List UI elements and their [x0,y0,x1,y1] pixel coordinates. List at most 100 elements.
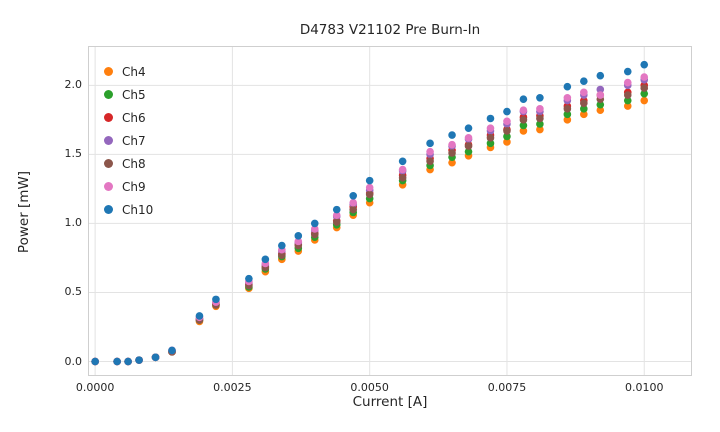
legend: Ch4 Ch5 Ch6 Ch7 Ch8 Ch9 Ch10 [104,60,153,221]
data-point-ch10 [519,95,528,103]
legend-label: Ch6 [122,110,146,125]
data-point-ch8 [503,127,511,135]
data-point-ch10 [212,295,220,304]
legend-item-ch9: Ch9 [104,175,153,198]
legend-marker-icon [104,205,113,214]
data-point-ch9 [503,117,511,126]
legend-item-ch5: Ch5 [104,83,153,106]
data-point-ch10 [580,77,588,86]
data-point-ch4 [640,96,649,105]
data-point-ch9 [332,211,341,219]
data-point-ch10 [464,124,473,132]
data-point-ch5 [596,100,605,109]
legend-item-ch10: Ch10 [104,198,153,221]
data-point-ch10 [135,356,143,364]
data-point-ch10 [261,255,270,264]
x-tick-label: 0.0025 [213,381,252,394]
legend-label: Ch10 [122,202,154,217]
legend-marker-icon [104,136,113,145]
data-point-ch10 [332,205,341,214]
legend-item-ch4: Ch4 [104,60,153,83]
x-tick-label: 0.0075 [487,381,527,394]
legend-label: Ch8 [122,156,146,171]
data-point-ch8 [563,105,572,113]
data-point-ch10 [398,157,407,166]
data-point-ch10 [124,357,132,366]
y-tick-label: 0.0 [64,354,83,368]
data-point-ch4 [580,110,588,119]
plot-area [88,46,692,376]
data-point-ch10 [426,139,434,148]
data-point-ch4 [563,116,572,124]
data-point-ch5 [464,147,473,156]
data-point-ch10 [195,312,204,320]
legend-marker-icon [104,67,113,76]
x-axis-label: Current [A] [352,394,428,410]
legend-label: Ch5 [122,87,146,102]
data-point-ch10 [623,67,632,76]
data-point-ch9 [640,73,649,81]
data-point-ch9 [563,93,572,102]
data-point-ch5 [503,132,511,141]
data-point-ch10 [349,192,358,200]
data-point-ch8 [426,157,434,166]
data-point-ch9 [294,237,303,246]
data-point-ch8 [519,116,528,124]
data-point-ch10 [596,71,605,80]
data-point-ch4 [503,138,511,146]
data-point-ch10 [113,357,121,366]
data-point-ch5 [563,110,572,119]
data-point-ch4 [448,158,456,167]
data-point-ch9 [623,78,632,87]
data-point-ch10 [278,241,286,250]
data-point-ch10 [563,82,572,91]
data-point-ch10 [245,274,253,283]
legend-item-ch8: Ch8 [104,152,153,175]
data-point-ch8 [332,218,341,226]
data-point-ch10 [294,232,303,240]
y-tick-label: 2.0 [64,78,83,92]
x-tick-label: 0.0100 [624,381,664,394]
data-point-ch8 [278,251,286,259]
data-point-ch9 [398,165,407,174]
data-point-ch5 [580,105,588,113]
plot-border [88,46,692,376]
data-point-ch5 [536,120,544,128]
data-point-ch8 [365,190,374,199]
data-point-ch9 [486,124,495,132]
data-point-ch10 [536,93,544,102]
y-tick-label: 1.0 [64,216,83,230]
x-tick-label: 0.0050 [350,381,389,394]
data-point-ch8 [349,205,358,214]
data-point-ch10 [365,176,374,185]
legend-item-ch6: Ch6 [104,106,153,129]
data-point-ch4 [536,125,544,134]
data-point-ch8 [486,134,495,142]
data-point-ch9 [310,225,319,233]
data-point-ch8 [623,91,632,99]
data-point-ch9 [536,105,544,113]
y-tick-label: 0.5 [64,285,83,299]
data-point-ch10 [503,107,511,116]
data-point-ch8 [464,142,473,150]
x-tick-label: 0.0000 [75,381,115,394]
legend-item-ch7: Ch7 [104,129,153,152]
legend-marker-icon [104,90,113,99]
data-point-ch9 [596,91,605,99]
data-point-ch4 [596,106,605,115]
data-point-ch9 [580,88,588,97]
legend-marker-icon [104,159,113,168]
data-point-ch10 [486,114,495,123]
data-point-ch9 [519,106,528,115]
data-point-ch8 [448,149,456,157]
data-point-ch9 [365,183,374,192]
data-point-ch9 [349,198,358,207]
data-point-ch8 [640,84,649,92]
data-point-ch9 [464,134,473,142]
data-point-ch9 [426,147,434,156]
data-point-ch10 [448,131,456,139]
legend-marker-icon [104,182,113,191]
data-point-ch10 [310,219,319,228]
data-point-ch8 [580,99,588,108]
data-point-ch8 [398,174,407,182]
